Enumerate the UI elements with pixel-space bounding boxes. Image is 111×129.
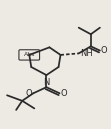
- Text: NH: NH: [80, 49, 93, 58]
- Text: Abs: Abs: [24, 52, 35, 57]
- Text: O: O: [61, 89, 67, 98]
- Text: O: O: [101, 46, 108, 55]
- Text: O: O: [26, 89, 32, 98]
- Text: N: N: [43, 78, 50, 87]
- FancyBboxPatch shape: [19, 50, 40, 60]
